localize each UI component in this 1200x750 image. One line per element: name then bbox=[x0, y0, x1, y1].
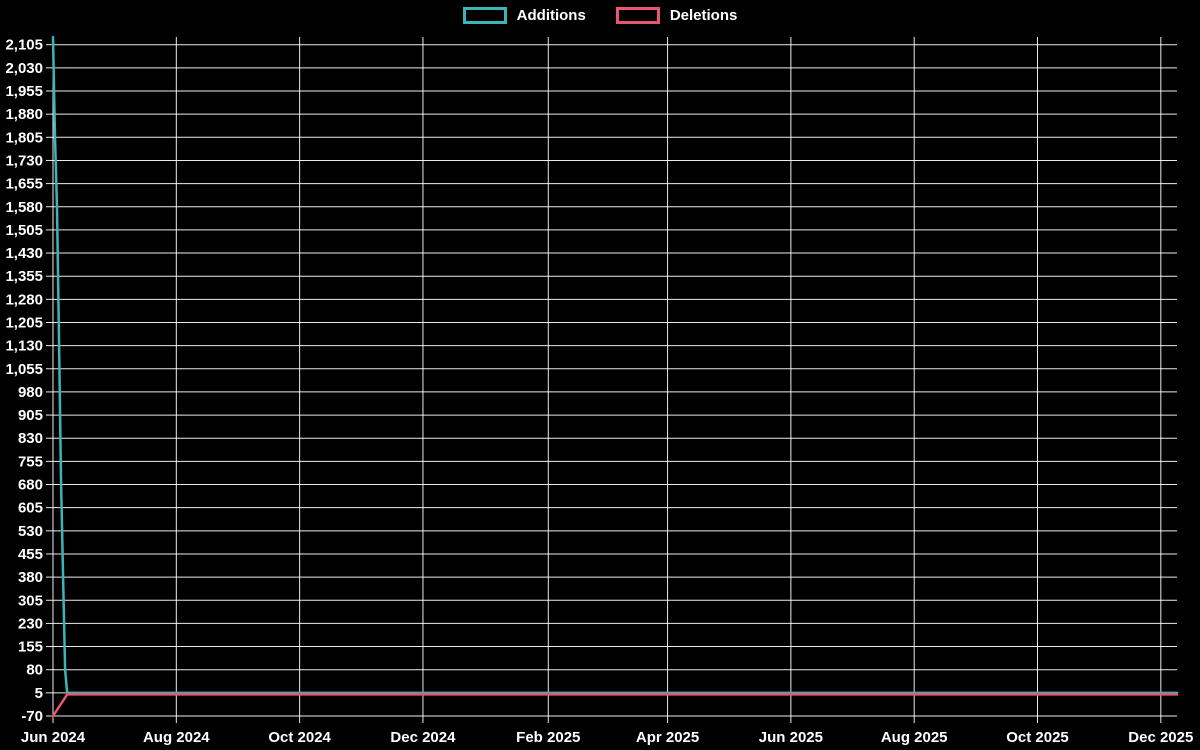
x-tick-label: Jun 2025 bbox=[759, 729, 823, 746]
y-tick-label: 1,730 bbox=[5, 152, 43, 169]
y-tick-label: 1,430 bbox=[5, 245, 43, 262]
y-tick-label: 1,805 bbox=[5, 129, 43, 146]
legend-item-deletions[interactable]: Deletions bbox=[615, 7, 738, 24]
x-tick-label: Oct 2025 bbox=[1006, 729, 1069, 746]
y-tick-label: 1,580 bbox=[5, 199, 43, 216]
y-tick-label: 530 bbox=[18, 523, 43, 540]
y-tick-label: 605 bbox=[18, 500, 43, 517]
y-tick-label: 455 bbox=[18, 546, 43, 563]
y-tick-label: 80 bbox=[26, 662, 43, 679]
legend-label-deletions: Deletions bbox=[669, 7, 738, 24]
legend-label-additions: Additions bbox=[516, 7, 586, 24]
y-tick-label: 380 bbox=[18, 569, 43, 586]
x-tick-label: Jun 2024 bbox=[21, 729, 86, 746]
y-tick-label: -70 bbox=[21, 708, 43, 725]
y-tick-label: 980 bbox=[18, 384, 43, 401]
y-tick-label: 305 bbox=[18, 592, 43, 609]
x-tick-label: Oct 2024 bbox=[268, 729, 331, 746]
y-tick-label: 2,105 bbox=[5, 37, 43, 54]
y-tick-label: 1,280 bbox=[5, 291, 43, 308]
y-tick-label: 905 bbox=[18, 407, 43, 424]
y-tick-label: 1,880 bbox=[5, 106, 43, 123]
legend-item-additions[interactable]: Additions bbox=[462, 7, 586, 24]
y-tick-label: 830 bbox=[18, 430, 43, 447]
y-tick-label: 680 bbox=[18, 477, 43, 494]
y-tick-label: 230 bbox=[18, 615, 43, 632]
y-tick-label: 1,955 bbox=[5, 83, 43, 100]
y-tick-label: 1,055 bbox=[5, 361, 43, 378]
x-tick-label: Dec 2025 bbox=[1128, 729, 1193, 746]
y-tick-label: 1,130 bbox=[5, 338, 43, 355]
x-tick-label: Feb 2025 bbox=[516, 729, 580, 746]
series-line-additions bbox=[51, 35, 1179, 695]
x-tick-label: Apr 2025 bbox=[636, 729, 699, 746]
y-tick-label: 1,205 bbox=[5, 314, 43, 331]
legend: Additions Deletions bbox=[0, 7, 1200, 24]
y-tick-label: 1,655 bbox=[5, 176, 43, 193]
x-tick-label: Dec 2024 bbox=[390, 729, 456, 746]
x-tick-label: Aug 2024 bbox=[143, 729, 210, 746]
series-line-deletions bbox=[51, 693, 1179, 718]
x-tick-label: Aug 2025 bbox=[881, 729, 948, 746]
y-tick-label: 155 bbox=[18, 639, 43, 656]
y-tick-label: 1,355 bbox=[5, 268, 43, 285]
y-tick-label: 5 bbox=[35, 685, 43, 702]
y-tick-label: 755 bbox=[18, 453, 43, 470]
deletions-swatch-icon bbox=[615, 7, 660, 24]
y-tick-label: 2,030 bbox=[5, 60, 43, 77]
y-tick-label: 1,505 bbox=[5, 222, 43, 239]
additions-swatch-icon bbox=[462, 7, 507, 24]
